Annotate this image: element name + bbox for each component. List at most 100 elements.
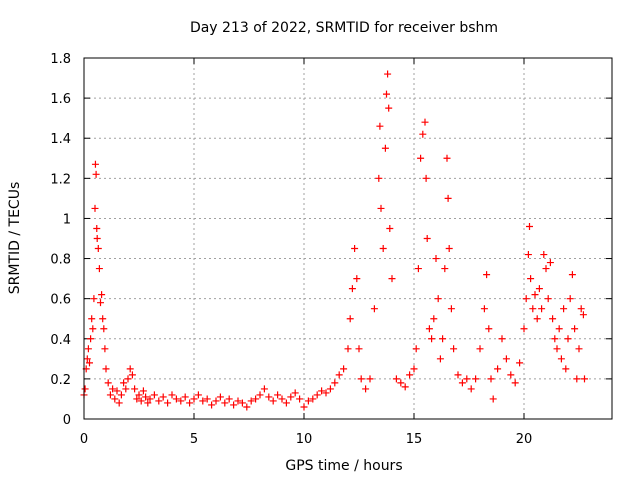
data-point [434, 295, 442, 303]
data-point [234, 397, 242, 405]
data-point [137, 397, 145, 405]
data-point [81, 385, 89, 393]
data-point [168, 391, 176, 399]
data-point [133, 395, 141, 403]
y-tick-label: 0.8 [50, 253, 71, 268]
data-point [181, 393, 189, 401]
data-point [83, 355, 91, 363]
data-point [86, 359, 93, 367]
chart-title: Day 213 of 2022, SRMTID for receiver bsh… [190, 20, 498, 36]
data-point [122, 385, 130, 393]
data-point [555, 325, 563, 333]
data-point [265, 393, 273, 401]
data-point [109, 385, 117, 393]
data-point [540, 251, 548, 259]
data-point [379, 245, 387, 253]
data-point [150, 391, 158, 399]
data-point [326, 385, 334, 393]
data-point [164, 399, 172, 407]
data-point [243, 403, 251, 411]
data-point [348, 285, 356, 293]
data-point [94, 245, 102, 253]
data-point [423, 235, 431, 242]
data-point [447, 305, 455, 313]
data-point [375, 174, 383, 182]
plot-frame [83, 57, 613, 420]
data-point [357, 375, 365, 383]
data-point [296, 395, 304, 403]
data-point [331, 379, 339, 387]
data-point [90, 295, 98, 303]
data-point [458, 379, 466, 387]
data-point [344, 345, 352, 353]
data-point [485, 325, 493, 333]
data-point [384, 70, 392, 78]
data-point [351, 245, 359, 253]
data-point [383, 90, 390, 98]
data-point [274, 391, 282, 399]
data-point [313, 391, 321, 399]
data-point [353, 275, 361, 283]
data-point [385, 104, 393, 112]
data-point [579, 311, 587, 319]
data-point [335, 371, 343, 379]
data-point [117, 391, 125, 399]
data-point [480, 305, 488, 313]
data-point [131, 385, 139, 393]
data-point [454, 371, 462, 379]
data-point [430, 315, 438, 323]
data-point [104, 379, 112, 387]
data-point [568, 271, 576, 279]
y-tick-label: 1.6 [50, 92, 71, 107]
data-point [476, 345, 484, 353]
data-point [252, 395, 260, 403]
data-point [562, 365, 570, 373]
data-point [388, 275, 396, 283]
data-point [186, 399, 194, 407]
data-point [216, 393, 224, 401]
data-point [340, 365, 348, 373]
data-point [102, 365, 110, 373]
data-point [551, 335, 559, 343]
data-point [84, 345, 92, 353]
data-point [93, 224, 101, 232]
data-point [566, 295, 574, 303]
data-point [126, 365, 134, 373]
data-point [159, 393, 167, 401]
data-point [199, 397, 207, 405]
x-tick-label: 20 [516, 432, 533, 447]
y-axis-label: SRMTID / TECUs [7, 182, 23, 295]
data-points [80, 70, 588, 411]
data-point [139, 387, 147, 395]
y-tick-label: 0 [63, 413, 71, 428]
data-point [230, 401, 238, 409]
data-point [120, 379, 128, 387]
data-point [309, 395, 317, 403]
x-tick-label: 0 [80, 432, 88, 447]
data-point [256, 391, 264, 399]
data-point [397, 379, 405, 387]
data-point [425, 325, 433, 333]
data-point [370, 305, 378, 313]
data-point [194, 391, 202, 399]
data-point [445, 245, 453, 253]
data-point [533, 315, 541, 323]
data-point [560, 305, 568, 313]
data-point [410, 365, 418, 373]
data-point [172, 395, 180, 403]
data-point [100, 325, 108, 333]
data-point [221, 399, 229, 407]
data-point [422, 174, 430, 182]
data-point [406, 371, 414, 379]
data-point [516, 359, 524, 367]
y-tick-label: 0.2 [50, 373, 71, 388]
data-point [291, 389, 299, 397]
data-point [386, 224, 394, 232]
x-axis-tick-labels: 0 5 10 15 20 [80, 432, 532, 447]
data-point [549, 315, 557, 323]
axis-ticks [83, 57, 612, 420]
data-point [573, 375, 581, 383]
data-point [489, 395, 497, 403]
data-point [177, 397, 185, 405]
